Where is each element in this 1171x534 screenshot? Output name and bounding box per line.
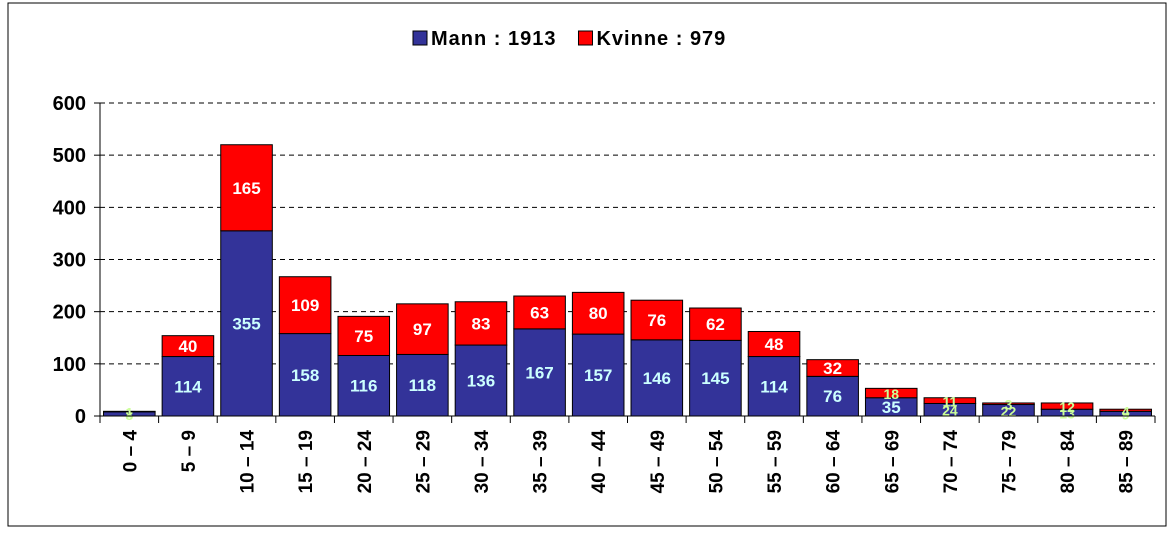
data-label: 12 [1059,399,1075,415]
data-label: 76 [823,387,842,406]
data-label: 63 [530,303,549,322]
x-tick-label: 5 – 9 [179,430,200,472]
legend-swatch [412,30,428,46]
bar-segment [1040,402,1094,410]
data-label: 355 [232,314,260,333]
y-tick-label: 500 [53,145,86,167]
data-label: 35 [882,398,901,417]
bar-segment [806,359,859,377]
bar-segment [630,299,684,341]
bar-segment [454,301,508,346]
x-tick-label: 80 – 84 [1058,430,1079,494]
bar-segment [337,315,391,356]
x-tick-label: 15 – 19 [296,430,317,493]
data-label: 158 [291,366,319,385]
bar-segment [1099,408,1152,412]
data-label: 24 [942,403,958,419]
bar-segment [747,356,801,417]
bar-segment [513,328,566,417]
x-tick-label: 45 – 49 [648,430,669,493]
bar-segment [278,276,332,335]
x-tick-label: 55 – 59 [765,430,786,493]
x-tick-label: 65 – 69 [882,430,903,493]
data-label: 11 [942,394,957,410]
x-tick-label: 85 – 89 [1117,430,1138,493]
legend-swatch [577,30,593,46]
x-tick-label: 20 – 24 [355,430,376,494]
data-label: 97 [413,320,432,339]
legend-label: Kvinne : 979 [596,28,726,50]
x-tick-label: 30 – 34 [472,430,493,494]
x-tick-label: 35 – 39 [531,430,552,493]
data-label: 80 [589,304,608,323]
data-label: 9 [1122,407,1130,423]
bar-segment [220,230,273,417]
data-label: 62 [706,315,725,334]
y-tick-label: 300 [53,250,86,272]
data-label: 109 [291,296,319,315]
bar-segment [396,303,449,355]
data-label: 167 [525,363,553,382]
data-label: 114 [174,377,202,396]
y-tick-label: 200 [53,302,86,324]
bar-segment [864,387,918,399]
data-label: 76 [647,311,666,330]
x-tick-label: 50 – 54 [706,430,727,494]
data-label: 146 [643,369,671,388]
bar-segment [571,333,625,417]
data-label: 145 [701,369,729,388]
x-tick-label: 60 – 64 [824,430,845,494]
bar-segment [689,307,742,341]
x-tick-label: 25 – 29 [413,430,434,493]
y-tick-label: 600 [53,93,86,115]
data-label: 3 [1005,397,1013,413]
data-label: 22 [1001,403,1017,419]
bar-segment [513,295,566,330]
data-label: 18 [883,386,899,402]
data-label: 157 [584,366,612,385]
bar-segment [103,410,156,413]
bar-segment [571,291,625,335]
data-label: 118 [409,376,436,395]
chart-frame [7,2,1167,527]
data-label: 4 [1122,403,1130,419]
y-tick-label: 0 [75,406,86,428]
x-tick-label: 70 – 74 [941,430,962,494]
data-label: 116 [350,377,377,396]
data-label: 40 [178,337,197,356]
x-tick-label: 75 – 79 [999,430,1020,493]
data-label: 1 [125,405,133,421]
legend-label: Mann : 1913 [431,28,556,50]
data-label: 165 [232,179,260,198]
data-label: 83 [472,314,491,333]
bar-segment [689,339,742,417]
bar-segment [982,402,1035,406]
x-tick-label: 40 – 44 [589,430,610,494]
x-tick-label: 0 – 4 [120,430,141,473]
bar-segment [806,375,859,417]
bar-segment [630,339,684,417]
data-label: 75 [354,327,373,346]
bar-segment [923,397,977,404]
data-label: 136 [467,372,495,391]
y-tick-label: 100 [53,354,86,376]
bar-segment [220,144,273,232]
y-tick-label: 400 [53,197,86,219]
data-label: 8 [125,407,133,423]
bar-segment [747,330,801,358]
data-label: 114 [760,377,788,396]
data-label: 32 [823,359,842,378]
bar-segment [161,335,215,358]
x-tick-label: 10 – 14 [238,430,259,494]
data-label: 48 [765,335,784,354]
